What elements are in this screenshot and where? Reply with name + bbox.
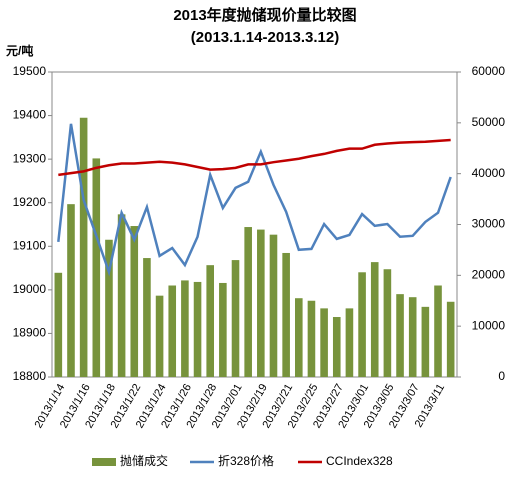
- legend-label: 折328价格: [218, 453, 274, 468]
- bar: [408, 297, 417, 377]
- bar: [105, 239, 113, 377]
- bar: [421, 306, 430, 377]
- y2-tick-label: 50000: [472, 115, 506, 129]
- bar: [219, 282, 227, 377]
- legend-label: CCIndex328: [326, 454, 393, 468]
- legend-label: 抛储成交: [120, 453, 168, 468]
- bar: [358, 272, 366, 377]
- bar: [130, 226, 139, 377]
- bar: [155, 295, 164, 377]
- bar: [79, 117, 88, 377]
- bar: [206, 265, 214, 377]
- y-tick-label: 18900: [13, 326, 47, 340]
- y2-tick-label: 20000: [472, 268, 506, 282]
- y-tick-label: 19300: [13, 151, 47, 165]
- y2-tick-label: 60000: [472, 64, 506, 78]
- bar: [117, 214, 126, 377]
- bar: [307, 300, 316, 377]
- y-tick-label: 19500: [13, 64, 47, 78]
- bar: [434, 285, 442, 377]
- bar: [370, 262, 379, 377]
- bar: [181, 280, 189, 377]
- bar: [383, 269, 392, 377]
- line: [57, 123, 452, 277]
- bar: [282, 252, 290, 377]
- y2-tick-label: 30000: [472, 217, 506, 231]
- bar: [396, 294, 404, 377]
- bar: [345, 308, 354, 377]
- bar: [332, 317, 341, 377]
- y-tick-label: 19000: [13, 282, 47, 296]
- y2-tick-label: 10000: [472, 318, 506, 332]
- bar: [257, 229, 265, 377]
- y2-tick-label: 0: [498, 369, 505, 383]
- y2-tick-label: 40000: [472, 166, 506, 180]
- bar: [54, 272, 63, 377]
- bar: [231, 260, 240, 377]
- chart-title: 2013年度抛储现价量比较图: [173, 6, 356, 24]
- bar: [295, 298, 303, 377]
- bar: [92, 158, 101, 377]
- bar: [168, 285, 177, 377]
- bar: [446, 301, 455, 377]
- bar: [269, 234, 278, 377]
- y-axis-label: 元/吨: [6, 43, 33, 58]
- bar: [320, 308, 328, 377]
- chart-subtitle: (2013.1.14-2013.3.12): [191, 29, 339, 46]
- bar: [244, 227, 252, 377]
- bar: [193, 281, 202, 377]
- y-tick-label: 19200: [13, 195, 47, 209]
- legend-swatch: [92, 458, 116, 466]
- line: [58, 138, 451, 177]
- bar: [143, 258, 151, 377]
- y-tick-label: 18800: [13, 369, 47, 383]
- y-tick-label: 19100: [13, 238, 47, 252]
- y-tick-label: 19400: [13, 108, 47, 122]
- bar: [67, 204, 75, 377]
